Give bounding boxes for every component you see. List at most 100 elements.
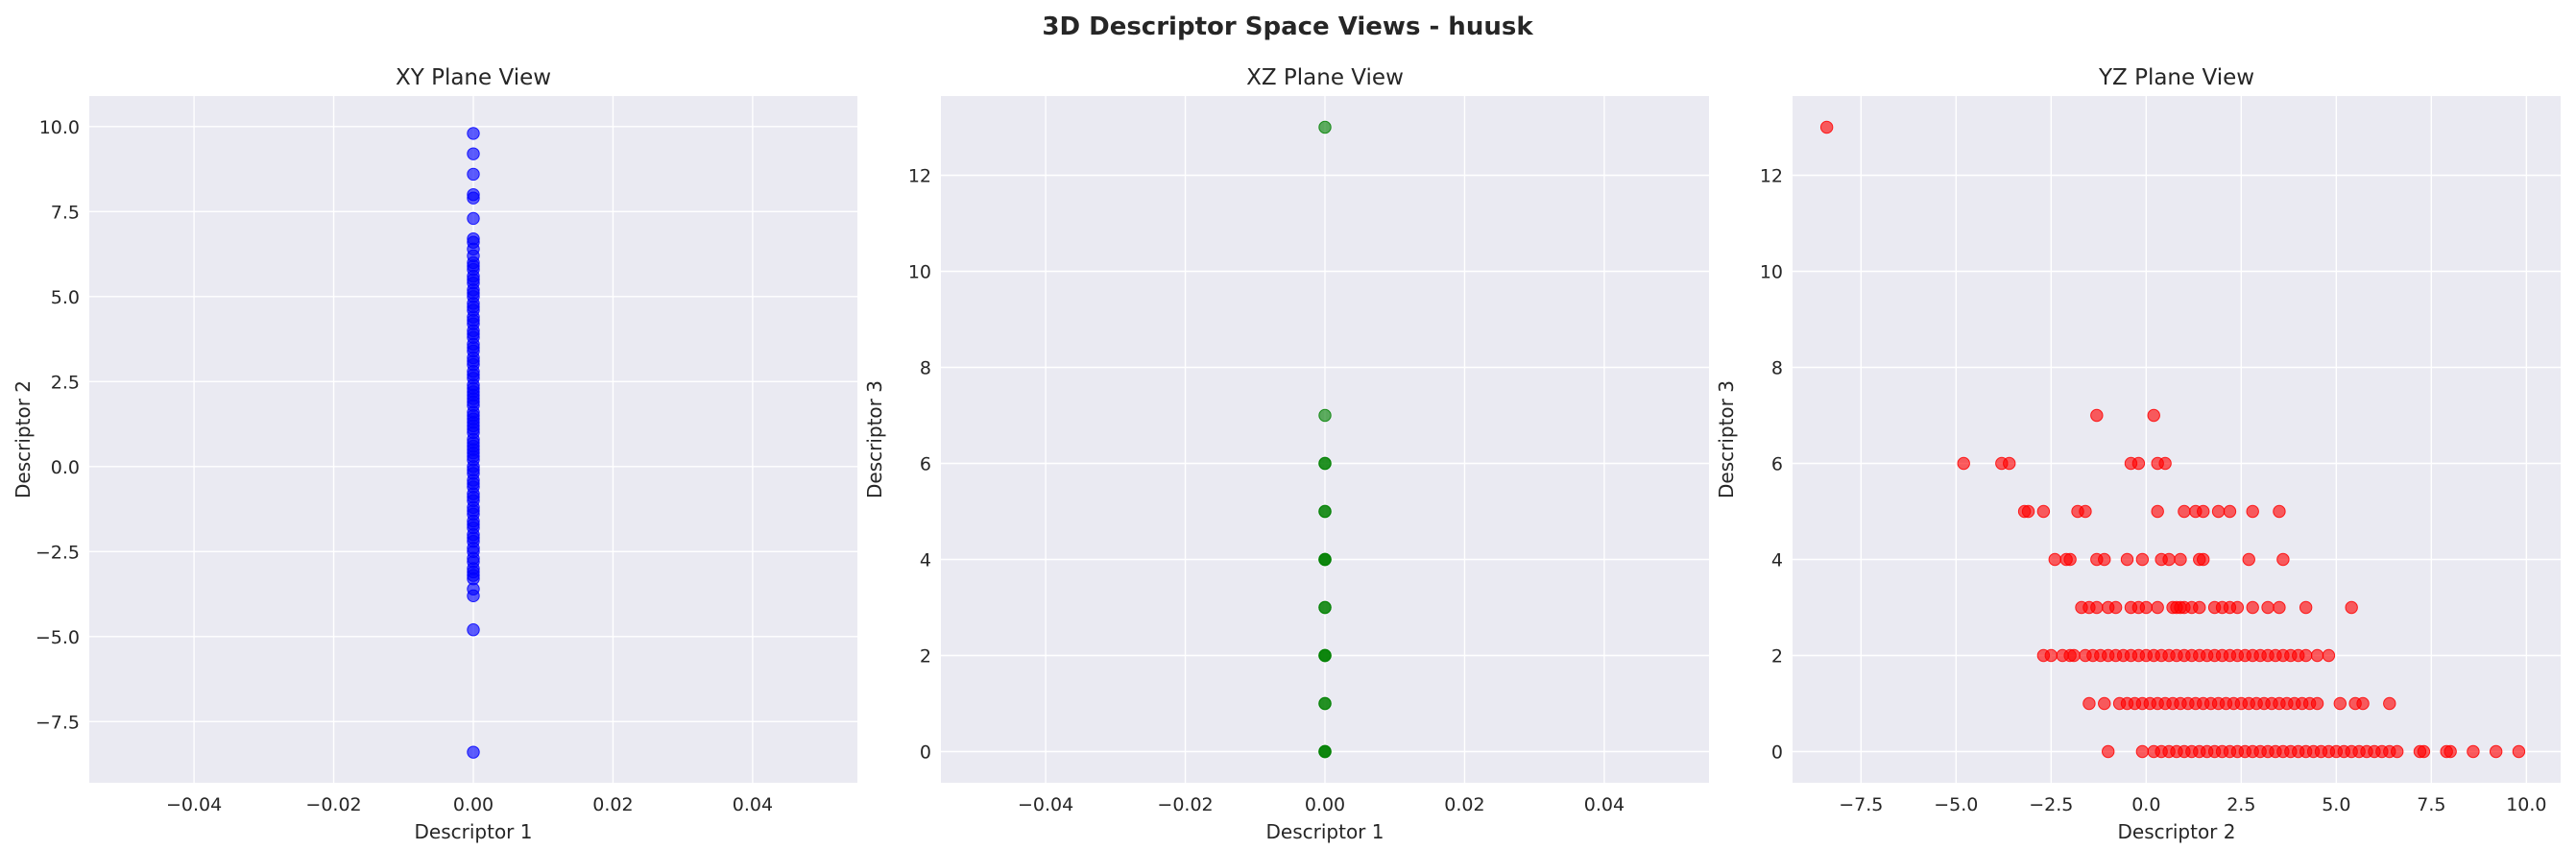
yz-data-point: [2444, 744, 2457, 759]
yz-data-point: [2131, 456, 2146, 471]
xy-data-point: [467, 211, 480, 226]
xz-y-tick-label: 10: [908, 262, 931, 283]
xy-chart-title: XY Plane View: [396, 65, 551, 90]
yz-data-point: [2261, 600, 2275, 615]
yz-y-tick-label: 12: [1760, 166, 1783, 187]
xz-plane-chart: −0.04 −0.02 0.00 0.02 0.04 0 2 4 6 8 10 12 XZ Plane …: [863, 65, 1709, 843]
xy-data-point: [467, 504, 480, 518]
xy-y-tick-label: 5.0: [51, 287, 80, 308]
xz-chart-title: XZ Plane View: [1246, 65, 1404, 90]
yz-y-tick-label: 10: [1760, 262, 1783, 283]
yz-data-point: [2174, 552, 2187, 567]
yz-data-point: [2197, 552, 2210, 567]
figure-title: 3D Descriptor Space Views - huusk: [1042, 12, 1533, 41]
xy-x-tick-label: −0.02: [305, 794, 361, 815]
xy-y-tick-label: −7.5: [36, 712, 80, 733]
yz-data-point: [2108, 600, 2123, 615]
xy-data-point: [467, 463, 480, 477]
yz-data-point: [2333, 696, 2347, 711]
xy-y-tick-label: −5.0: [36, 627, 80, 648]
xz-data-point: [1318, 504, 1332, 519]
xy-data-point: [467, 388, 480, 402]
yz-data-point: [2230, 600, 2245, 615]
yz-y-tick-label: 0: [1771, 742, 1783, 764]
yz-data-point: [2322, 648, 2336, 663]
yz-data-point: [2242, 552, 2255, 567]
xy-data-point: [467, 368, 480, 381]
xz-y-axis-label: Descriptor 3: [863, 380, 886, 498]
yz-data-point: [2036, 504, 2051, 519]
yz-data-point: [2391, 744, 2404, 759]
yz-data-point: [2067, 648, 2081, 663]
yz-data-point: [2276, 552, 2290, 567]
xz-x-tick-label: −0.02: [1157, 794, 1213, 815]
xz-data-point: [1318, 456, 1332, 471]
yz-data-point: [2299, 648, 2313, 663]
yz-x-tick-label: −2.5: [2029, 794, 2073, 815]
yz-data-point: [2211, 504, 2226, 519]
xz-y-tick-label: 2: [920, 646, 931, 668]
yz-data-point: [2310, 648, 2324, 663]
yz-data-point: [2135, 552, 2150, 567]
yz-data-point: [2162, 552, 2176, 567]
yz-data-point: [2310, 696, 2324, 711]
yz-data-point: [2158, 456, 2172, 471]
xy-data-point: [467, 443, 480, 456]
xz-data-point: [1318, 120, 1332, 134]
yz-chart-title: YZ Plane View: [2098, 65, 2254, 90]
xy-data-point: [467, 571, 480, 586]
yz-data-point: [2098, 696, 2111, 711]
yz-data-point: [2079, 504, 2092, 519]
yz-y-tick-label: 6: [1771, 454, 1783, 475]
xy-data-point: [467, 490, 480, 504]
xy-y-tick-label: 0.0: [51, 457, 80, 478]
yz-x-tick-label: 7.5: [2417, 794, 2445, 815]
yz-data-point: [2273, 600, 2286, 615]
xz-y-tick-label: 4: [920, 550, 931, 571]
yz-data-point: [2082, 696, 2096, 711]
yz-data-point: [2098, 552, 2111, 567]
yz-data-point: [2090, 408, 2104, 423]
yz-data-point: [2090, 600, 2104, 615]
yz-data-point: [2102, 744, 2115, 759]
yz-x-tick-label: 2.5: [2227, 794, 2255, 815]
xz-x-tick-label: 0.02: [1444, 794, 1484, 815]
xz-x-axis-label: Descriptor 1: [1266, 820, 1384, 843]
yz-data-point: [2139, 600, 2154, 615]
yz-data-point: [2021, 504, 2035, 519]
yz-data-point: [2345, 600, 2358, 615]
yz-data-point: [2273, 504, 2286, 519]
xy-data-point: [467, 286, 480, 300]
yz-data-point: [2044, 648, 2058, 663]
yz-data-point: [1819, 120, 1834, 134]
yz-data-point: [2246, 504, 2259, 519]
yz-plane-chart: −7.5 −5.0 −2.5 0.0 2.5 5.0 7.5 10.0 0 2 4 6 8 10 12 YZ …: [1715, 65, 2561, 843]
yz-data-point: [2417, 744, 2431, 759]
xy-data-point: [467, 167, 480, 182]
yz-data-point: [2193, 600, 2206, 615]
yz-data-point: [2223, 504, 2237, 519]
xy-data-point: [467, 273, 480, 286]
yz-data-point: [1957, 456, 1970, 471]
yz-data-point: [2197, 504, 2210, 519]
yz-y-axis-label: Descriptor 3: [1715, 380, 1738, 498]
xz-data-point: [1318, 648, 1332, 663]
xy-data-point: [467, 328, 480, 341]
xy-y-tick-label: −2.5: [36, 542, 80, 563]
yz-data-point: [2048, 552, 2061, 567]
yz-y-tick-label: 2: [1771, 646, 1783, 668]
yz-data-point: [2151, 504, 2164, 519]
yz-data-point: [2178, 504, 2191, 519]
xy-data-point: [467, 476, 480, 491]
xy-data-point: [467, 127, 480, 140]
xy-data-point: [467, 300, 480, 314]
yz-x-tick-label: 0.0: [2131, 794, 2160, 815]
yz-data-point: [2147, 408, 2160, 423]
xy-data-point: [467, 531, 480, 545]
xz-data-point: [1318, 696, 1332, 711]
xy-data-point: [467, 354, 480, 368]
yz-data-point: [2151, 600, 2164, 615]
xy-y-tick-label: 2.5: [51, 372, 80, 393]
xz-x-tick-label: 0.00: [1305, 794, 1345, 815]
